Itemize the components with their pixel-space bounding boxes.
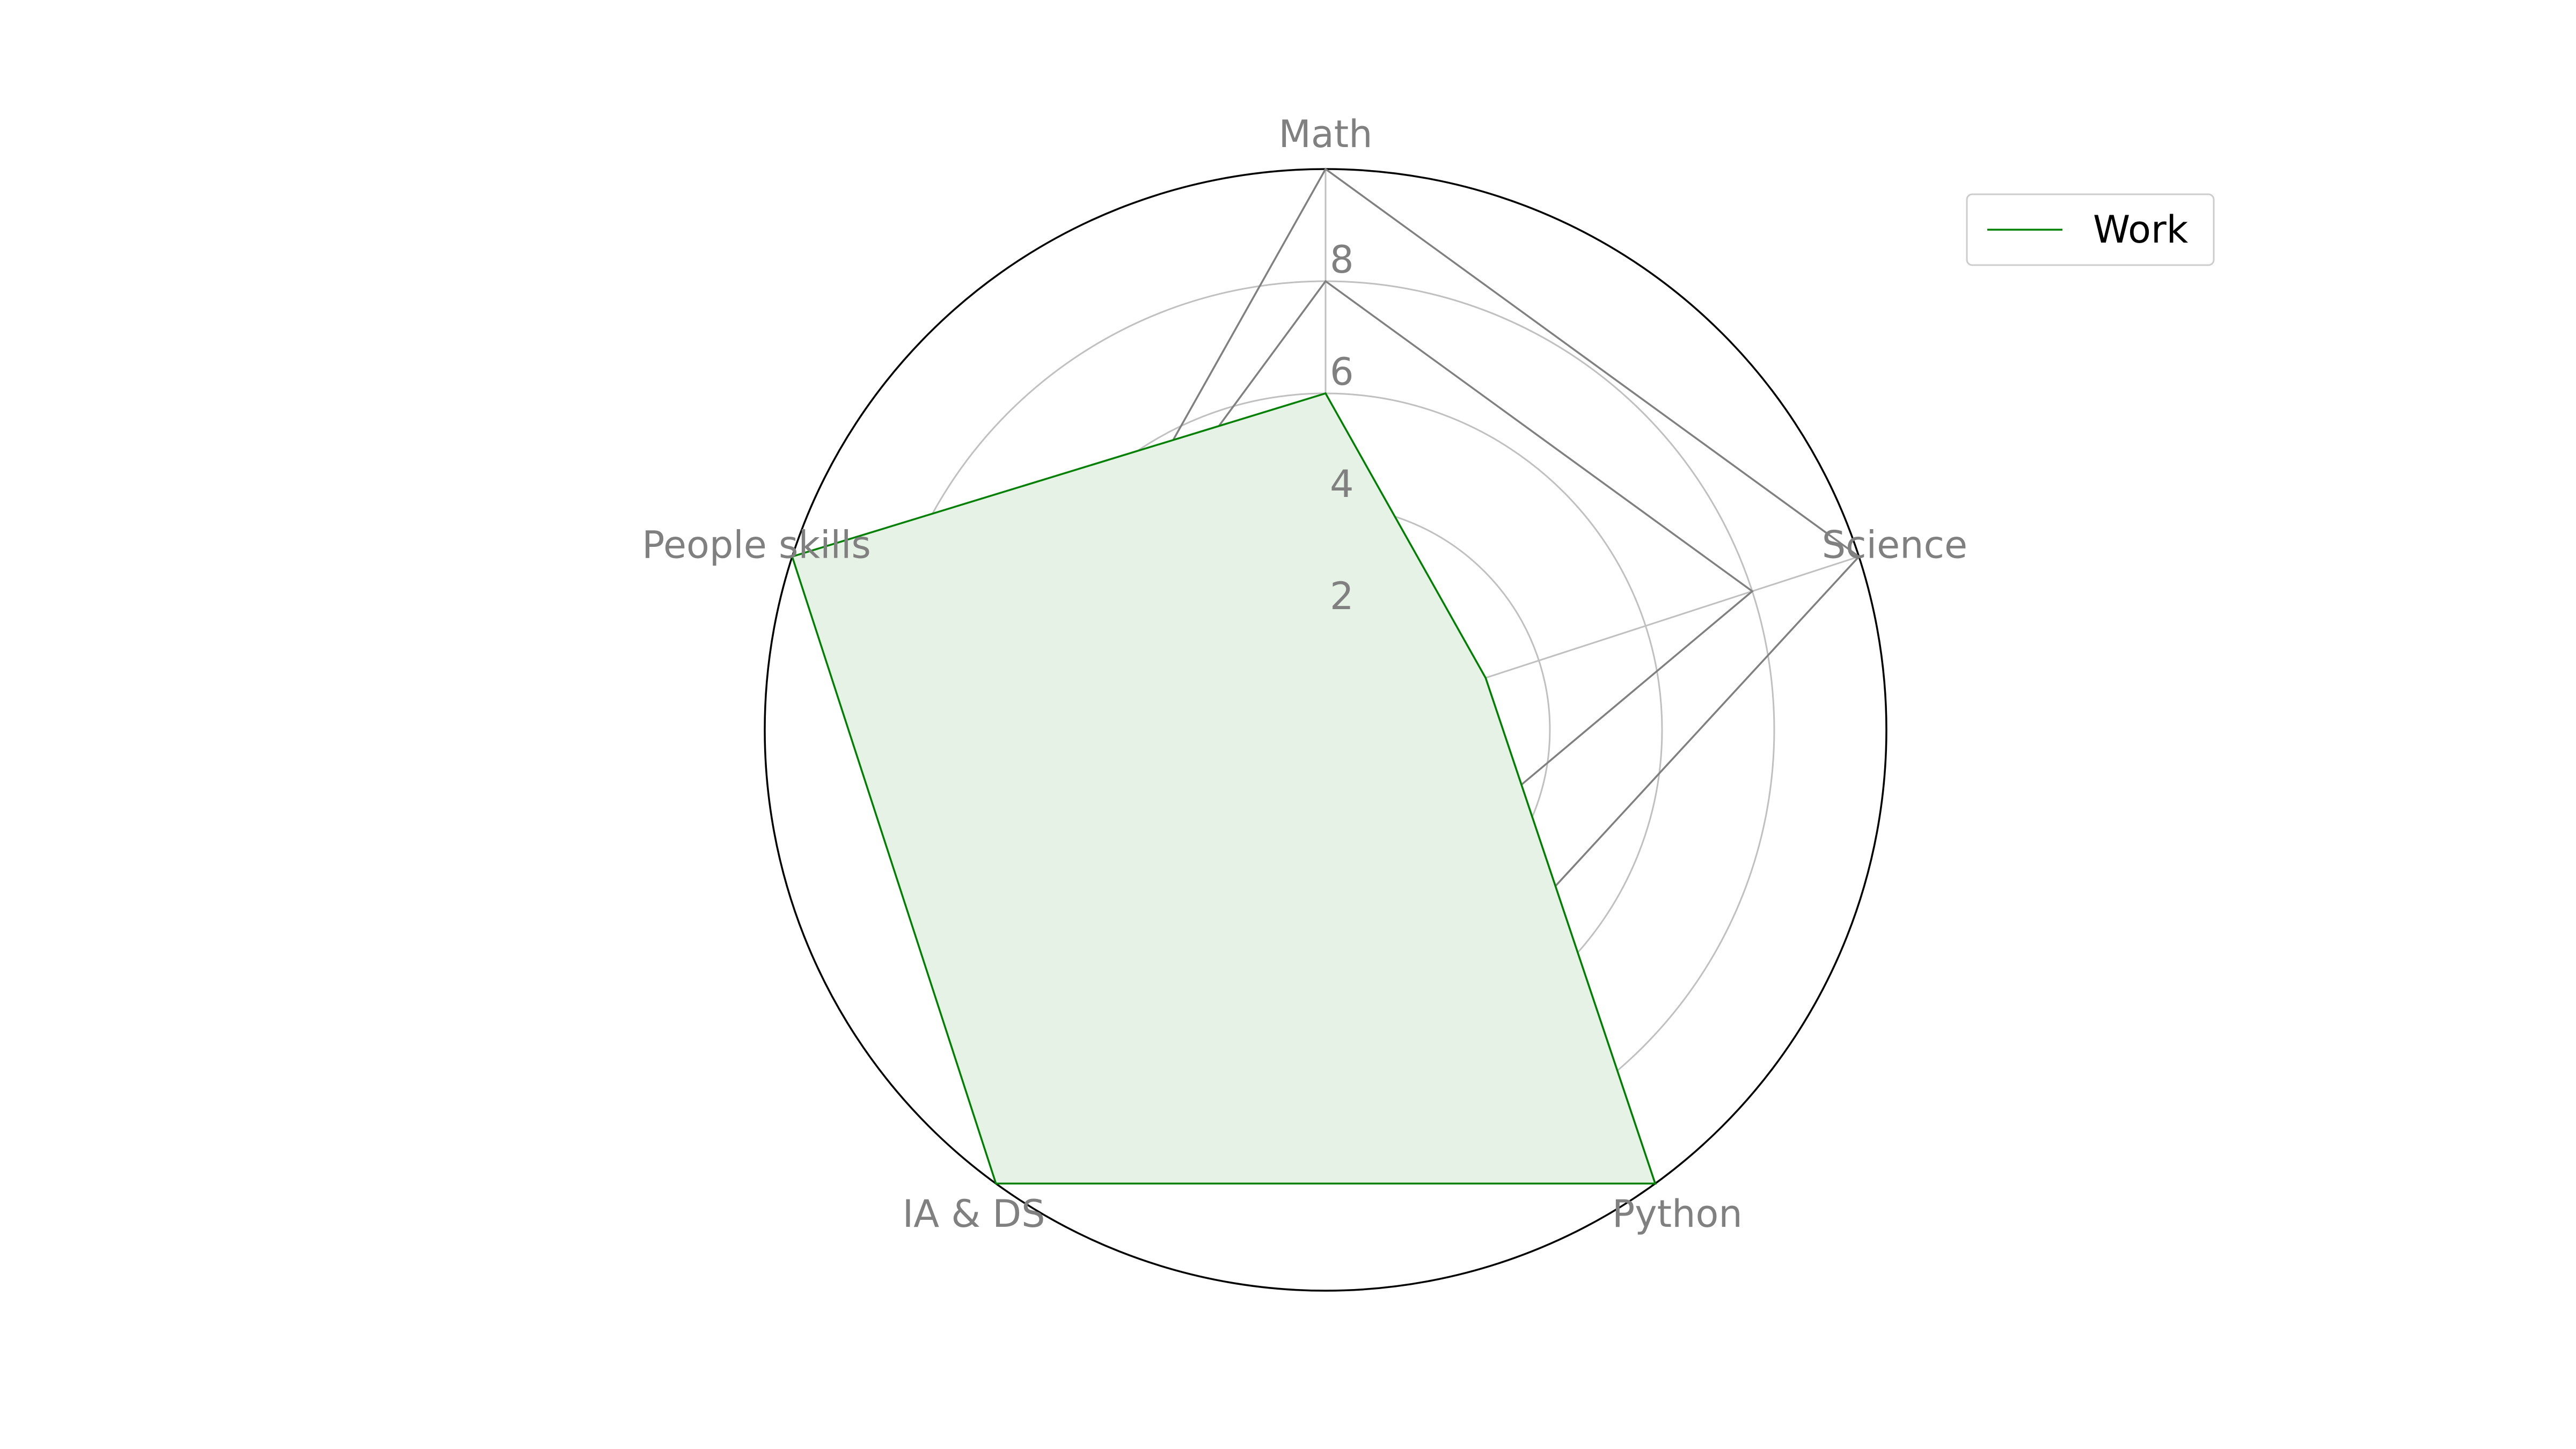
rtick-label-2: 2 xyxy=(1330,574,1354,618)
axis-label-3: IA & DS xyxy=(903,1192,1045,1236)
axis-label-4: People skills xyxy=(642,523,871,567)
legend: Work xyxy=(1966,193,2215,266)
axis-label-0: Math xyxy=(1278,112,1372,156)
rtick-label-4: 4 xyxy=(1330,462,1354,506)
labels: Math Science Python IA & DS People skills 2 4 6… xyxy=(642,112,1967,1236)
series-fill-3 xyxy=(792,393,1656,1184)
series-group xyxy=(791,167,1861,1185)
axis-label-2: Python xyxy=(1612,1192,1743,1236)
series-line-3 xyxy=(791,392,1657,1185)
rtick-label-8: 8 xyxy=(1330,238,1354,282)
legend-box xyxy=(1966,193,2215,266)
rtick-label-6: 6 xyxy=(1330,350,1354,394)
axis-label-1: Science xyxy=(1822,523,1967,567)
legend-label-0: Work xyxy=(2093,208,2189,252)
